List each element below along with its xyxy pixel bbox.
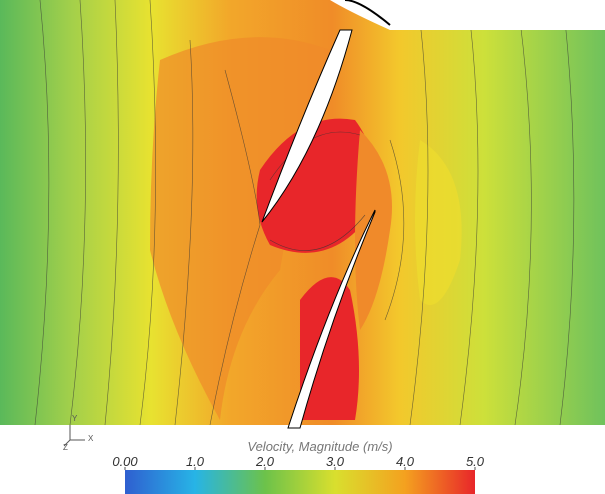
colorbar-tick-label: 0.00 <box>112 454 138 469</box>
colorbar-tick-label: 5.0 <box>466 454 485 469</box>
colorbar-title: Velocity, Magnitude (m/s) <box>247 439 392 454</box>
colorbar-tick-label: 3.0 <box>326 454 345 469</box>
colorbar-bar <box>125 470 475 494</box>
axis-label: X <box>88 434 94 443</box>
colorbar-tick-label: 1.0 <box>186 454 205 469</box>
axis-label: Y <box>72 414 78 423</box>
flow-field <box>0 0 605 494</box>
axis-label: Z <box>63 443 68 452</box>
chart: Velocity, Magnitude (m/s) 0.00 1.0 2.0 3.0 4.… <box>0 0 605 494</box>
colorbar-tick-label: 2.0 <box>255 454 275 469</box>
colorbar-tick-label: 4.0 <box>396 454 415 469</box>
